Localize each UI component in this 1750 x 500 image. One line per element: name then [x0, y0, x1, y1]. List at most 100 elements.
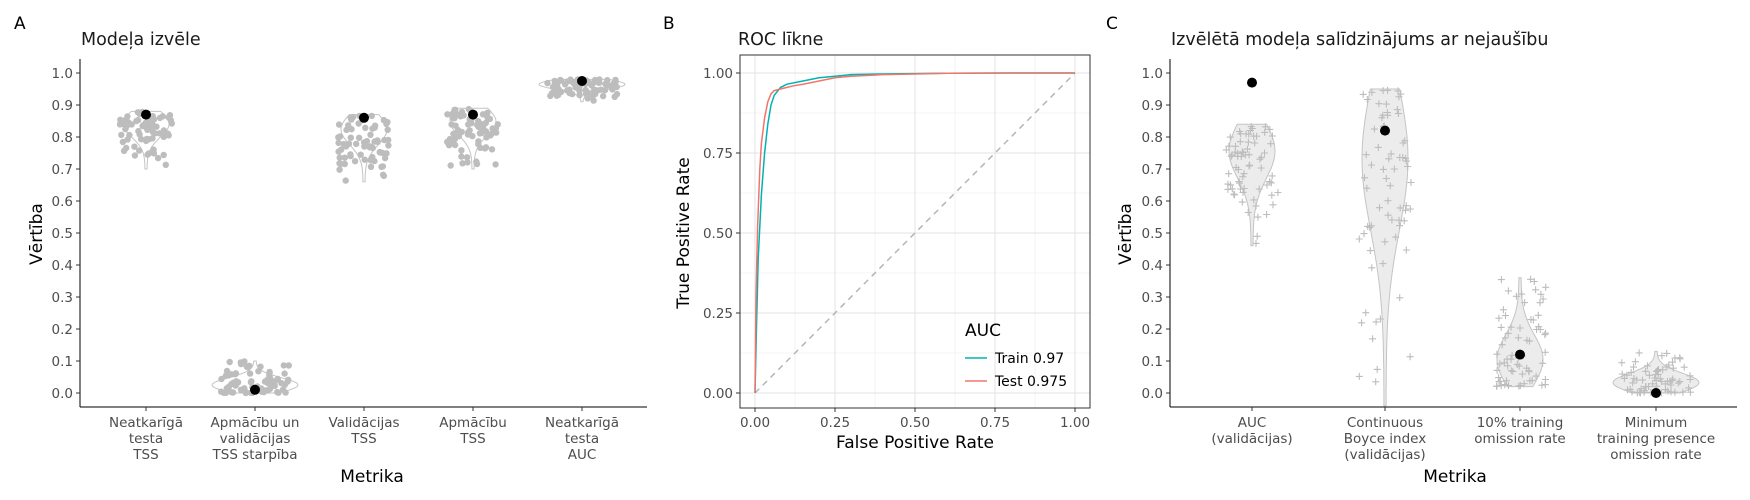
jitter-point	[1230, 190, 1238, 198]
jitter-point	[1254, 213, 1262, 221]
jitter-point	[1541, 381, 1549, 389]
jitter-point	[119, 138, 127, 146]
jitter-point	[369, 153, 376, 161]
jitter-point	[1505, 382, 1512, 390]
jitter-point	[567, 76, 574, 83]
jitter-point	[1503, 355, 1511, 363]
selected-model-point	[1651, 388, 1661, 398]
jitter-point	[473, 158, 480, 165]
roc-curve-test	[754, 72, 1075, 394]
jitter-point	[1237, 130, 1245, 138]
y-tick-label: 0.25	[703, 306, 733, 322]
jitter-point	[463, 154, 471, 161]
jitter-point	[1360, 230, 1368, 238]
jitter-point	[590, 97, 597, 104]
jitter-point	[1502, 312, 1509, 320]
jitter-point	[1513, 360, 1521, 368]
jitter-point	[369, 144, 376, 152]
jitter-point	[1261, 149, 1268, 157]
jitter-point	[242, 389, 249, 397]
jitter-point	[281, 381, 289, 388]
jitter-point	[1527, 275, 1535, 283]
jitter-point	[483, 134, 490, 141]
x-category-label: 10% training	[1477, 415, 1564, 431]
x-category-label: Neatkarīgā	[545, 415, 619, 431]
jitter-point	[131, 152, 139, 159]
panel-c-chart: Izvēlētā modeļa salīdzinājums ar nejaušī…	[1116, 30, 1737, 487]
jitter-point	[1395, 216, 1403, 224]
jitter-point	[481, 145, 489, 152]
jitter-point	[156, 130, 163, 137]
selected-model-point	[141, 109, 151, 120]
y-tick-label: 0.3	[52, 290, 73, 306]
jitter-point	[1501, 381, 1509, 389]
y-tick-label: 1.00	[703, 66, 733, 82]
jitter-point	[1536, 326, 1544, 333]
jitter-point	[1385, 155, 1393, 163]
jitter-point	[1239, 173, 1247, 181]
jitter-point	[347, 134, 354, 141]
jitter-point	[1493, 350, 1501, 358]
selected-model-point	[1515, 349, 1525, 360]
jitter-point	[1362, 309, 1370, 317]
jitter-point	[1518, 370, 1526, 378]
jitter-point	[1236, 179, 1243, 187]
jitter-point	[371, 124, 378, 131]
jitter-point	[1236, 138, 1244, 146]
jitter-point	[1497, 276, 1505, 284]
jitter-point	[162, 161, 169, 168]
jitter-point	[143, 135, 150, 143]
jitter-point	[161, 129, 168, 136]
jitter-point	[1252, 202, 1260, 210]
panel-b-legend: AUC Train 0.97 Test 0.975	[965, 321, 1067, 390]
x-category-label: omission rate	[1474, 431, 1566, 447]
y-tick-label: 0.1	[52, 354, 73, 370]
x-tick-label: 1.00	[1060, 415, 1090, 431]
jitter-point	[1667, 381, 1675, 389]
legend-title: AUC	[965, 321, 1001, 341]
jitter-point	[255, 368, 262, 375]
x-category-label: TSS	[132, 447, 158, 463]
jitter-point	[1503, 377, 1510, 385]
jitter-point	[1355, 235, 1363, 243]
jitter-point	[136, 147, 143, 154]
jitter-point	[1541, 331, 1549, 339]
jitter-point	[576, 91, 583, 99]
jitter-point	[1228, 185, 1236, 193]
jitter-point	[1237, 153, 1245, 160]
jitter-point	[552, 82, 559, 90]
jitter-point	[145, 150, 152, 157]
jitter-point	[1261, 123, 1269, 131]
jitter-point	[116, 121, 124, 128]
jitter-point	[1669, 375, 1677, 383]
jitter-point	[1240, 170, 1248, 178]
jitter-point	[374, 138, 381, 145]
jitter-point	[280, 362, 287, 369]
jitter-point	[1266, 125, 1274, 133]
jitter-point	[596, 76, 603, 83]
jitter-point	[1521, 299, 1529, 307]
jitter-point	[1370, 125, 1378, 133]
jitter-point	[1245, 130, 1253, 138]
jitter-point	[1495, 374, 1502, 382]
y-tick-label: 0.75	[703, 146, 733, 162]
jitter-point	[449, 110, 456, 117]
jitter-point	[1406, 205, 1414, 213]
jitter-point	[1542, 329, 1550, 337]
jitter-point	[168, 120, 175, 127]
jitter-point	[1637, 389, 1644, 397]
jitter-point	[1686, 388, 1694, 396]
jitter-point	[1539, 359, 1547, 367]
jitter-point	[1378, 114, 1386, 122]
jitter-point	[1376, 204, 1383, 212]
jitter-point	[1493, 366, 1501, 374]
y-tick-label: 0.0	[52, 386, 73, 402]
jitter-point	[1256, 155, 1264, 163]
jitter-point	[582, 90, 590, 98]
panel-b-plot-area: 0.00 0.25 0.50 0.75 1.00 0.00 0.25 0.50 0.75 1.00	[703, 54, 1091, 431]
jitter-point	[1526, 377, 1534, 385]
jitter-point	[1649, 380, 1657, 388]
x-tick-label: 0.00	[740, 415, 770, 431]
jitter-point	[1244, 209, 1252, 216]
jitter-point	[1368, 88, 1376, 96]
